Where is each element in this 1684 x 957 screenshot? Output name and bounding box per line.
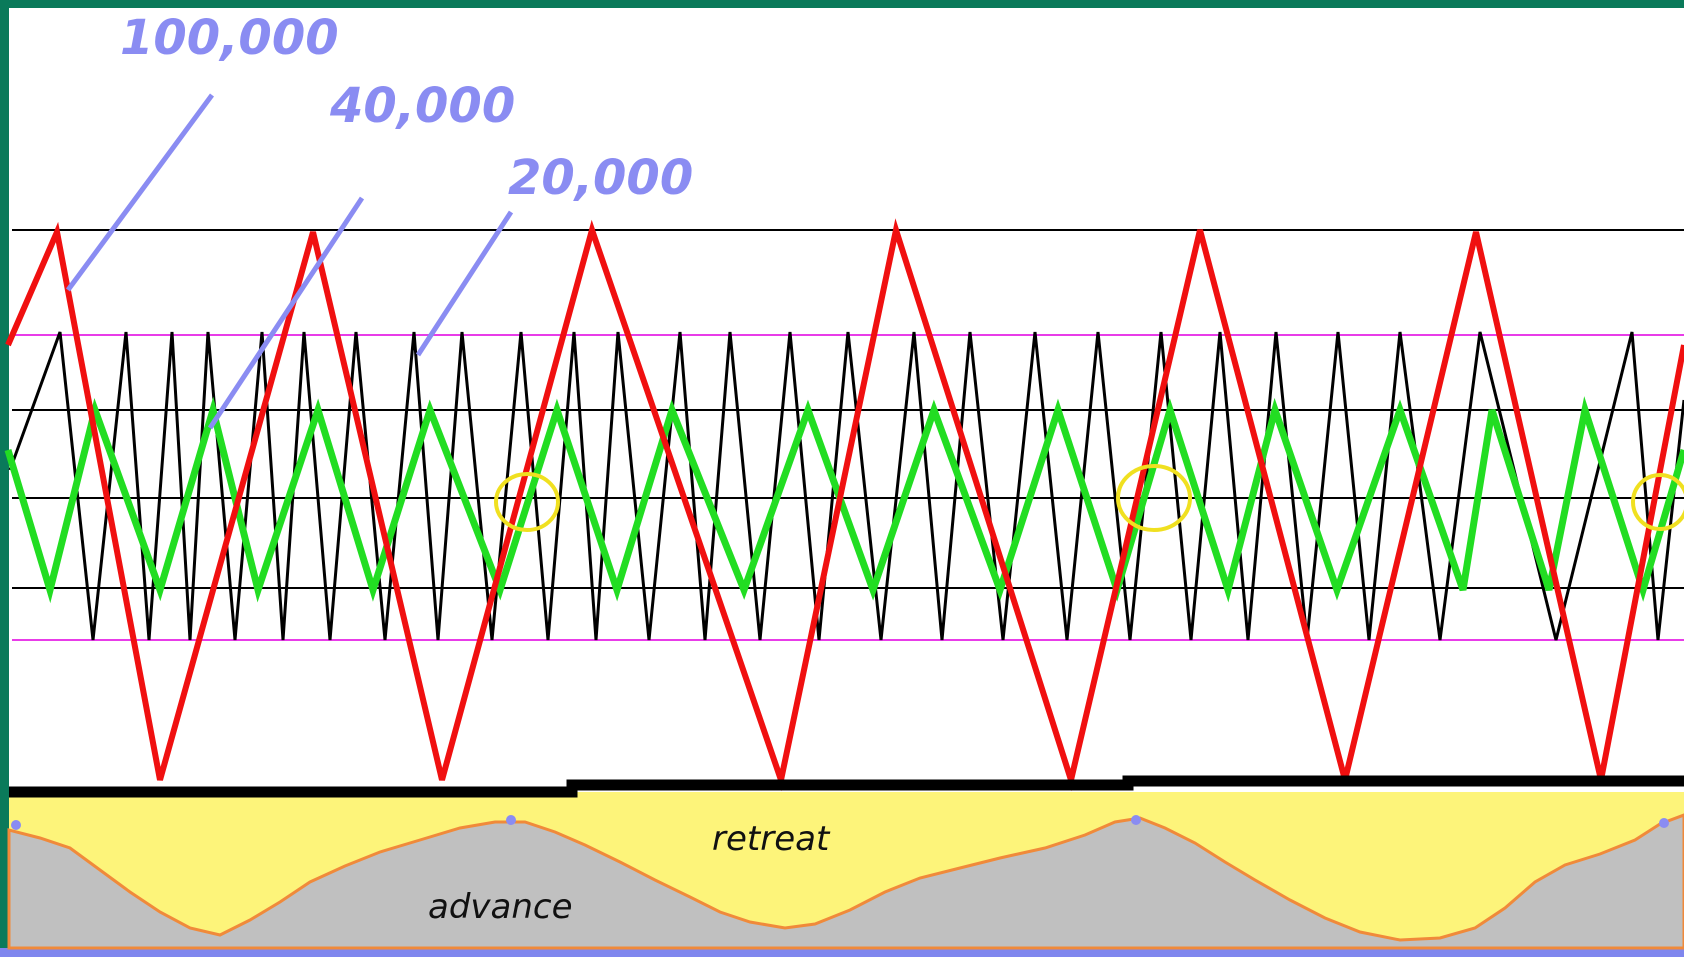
ice-extent-dot bbox=[11, 820, 21, 830]
leader-line-20k bbox=[415, 210, 514, 357]
period-label-20k: 20,000 bbox=[508, 150, 693, 206]
cycle-100k-wave bbox=[5, 218, 1684, 792]
frame-top-border bbox=[0, 0, 1684, 8]
retreat-label: retreat bbox=[712, 819, 831, 859]
advance-label: advance bbox=[428, 887, 573, 927]
label-leader-lines bbox=[65, 93, 514, 430]
baseline-bar bbox=[9, 775, 1684, 798]
leader-line-100k bbox=[65, 93, 215, 292]
ice-extent-dots bbox=[11, 815, 1669, 830]
cycle-20k-wave bbox=[8, 331, 1684, 641]
coincidence-marker bbox=[1631, 473, 1684, 531]
ice-extent-dot bbox=[1659, 818, 1669, 828]
reference-lines bbox=[12, 229, 1684, 641]
period-label-40k: 40,000 bbox=[329, 78, 515, 134]
ice-extent-dot bbox=[1131, 815, 1141, 825]
coincidence-markers bbox=[494, 464, 1684, 532]
frame-left-border bbox=[0, 0, 9, 957]
ice-advance-area bbox=[7, 813, 1684, 950]
period-label-100k: 100,000 bbox=[120, 10, 339, 66]
ice-extent-dot bbox=[506, 815, 516, 825]
coincidence-marker bbox=[494, 472, 560, 532]
frame-bottom-border bbox=[0, 948, 1684, 957]
cycle-40k-wave bbox=[4, 396, 1684, 604]
leader-line-40k bbox=[207, 196, 365, 430]
coincidence-marker bbox=[1116, 464, 1192, 532]
ice-extent-panel bbox=[7, 792, 1684, 950]
